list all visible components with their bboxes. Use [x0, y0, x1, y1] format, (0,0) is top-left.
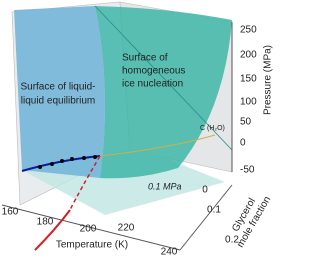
x-axis — [1, 204, 181, 251]
z-tick-label: 0 — [240, 138, 246, 149]
surface-edge — [94, 5, 233, 151]
points — [38, 155, 97, 169]
z-tick-label: 200 — [240, 50, 257, 61]
y-tick-label: 0.1 — [207, 205, 221, 216]
cp-label: C (H₂O) — [200, 125, 225, 132]
z-tick-label: 50 — [240, 117, 252, 128]
red-line — [34, 209, 71, 251]
y-tick-label: 0.2 — [225, 235, 239, 246]
ice-label: Surface of — [122, 53, 168, 64]
ice-label: homogeneous — [122, 66, 185, 77]
z-tick-label: 100 — [240, 97, 257, 108]
x-tick-label: 220 — [118, 223, 135, 234]
dashed-line — [69, 155, 101, 211]
z-tick-label: 250 — [240, 25, 257, 36]
ice-label: ice nucleation — [122, 79, 183, 90]
x-tick-label: 180 — [37, 217, 54, 228]
x-tick-label: 240 — [161, 247, 178, 258]
z-tick-label: -50 — [240, 165, 255, 176]
x-tick-label: 160 — [2, 207, 19, 218]
x-axis-label: Temperature (K) — [56, 240, 128, 251]
ll-label: liquid equilibrium — [21, 96, 95, 107]
y-axis — [179, 184, 233, 251]
llcp-surface — [14, 6, 105, 178]
ll-label: Surface of liquid- — [20, 82, 95, 93]
figure: Surface of liquid- liquid equilibrium Su… — [1, 1, 274, 258]
curve — [99, 134, 216, 157]
y-tick-label: 0 — [202, 185, 208, 196]
isobar-label: 0.1 MPa — [148, 181, 182, 191]
z-axis-label: Pressure (MPa) — [263, 45, 274, 115]
z-tick-label: 150 — [240, 74, 257, 85]
labels: Surface of liquid- liquid equilibrium Su… — [2, 25, 274, 258]
ice-surface — [95, 6, 232, 179]
x-tick-label: 200 — [80, 224, 97, 235]
